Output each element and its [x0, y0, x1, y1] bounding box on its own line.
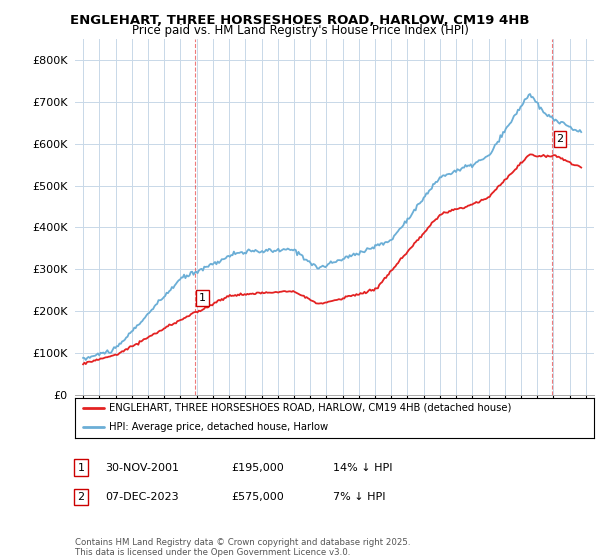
- Text: ENGLEHART, THREE HORSESHOES ROAD, HARLOW, CM19 4HB (detached house): ENGLEHART, THREE HORSESHOES ROAD, HARLOW…: [109, 403, 511, 413]
- Text: 07-DEC-2023: 07-DEC-2023: [105, 492, 179, 502]
- Text: 1: 1: [199, 293, 206, 303]
- Text: 2: 2: [77, 492, 85, 502]
- Text: 2: 2: [556, 134, 563, 144]
- Text: 1: 1: [77, 463, 85, 473]
- Text: £575,000: £575,000: [231, 492, 284, 502]
- Text: Price paid vs. HM Land Registry's House Price Index (HPI): Price paid vs. HM Land Registry's House …: [131, 24, 469, 37]
- Text: HPI: Average price, detached house, Harlow: HPI: Average price, detached house, Harl…: [109, 422, 328, 432]
- Text: £195,000: £195,000: [231, 463, 284, 473]
- Text: 30-NOV-2001: 30-NOV-2001: [105, 463, 179, 473]
- Text: Contains HM Land Registry data © Crown copyright and database right 2025.
This d: Contains HM Land Registry data © Crown c…: [75, 538, 410, 557]
- Text: ENGLEHART, THREE HORSESHOES ROAD, HARLOW, CM19 4HB: ENGLEHART, THREE HORSESHOES ROAD, HARLOW…: [70, 14, 530, 27]
- Text: 7% ↓ HPI: 7% ↓ HPI: [333, 492, 386, 502]
- Text: 14% ↓ HPI: 14% ↓ HPI: [333, 463, 392, 473]
